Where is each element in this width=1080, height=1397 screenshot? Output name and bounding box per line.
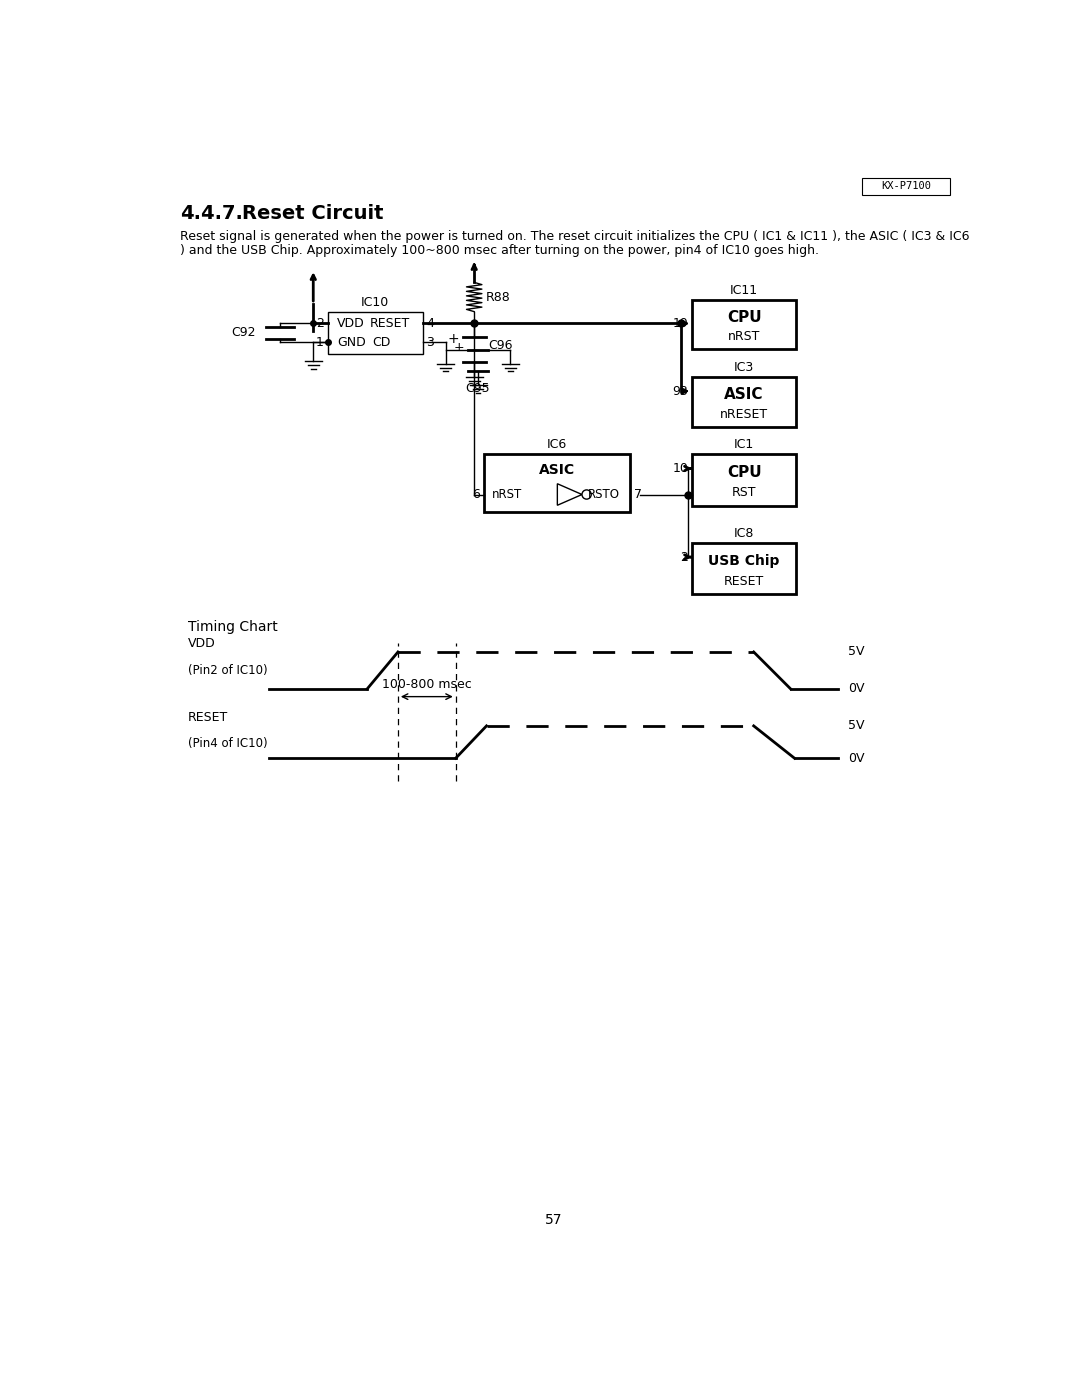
Text: CPU: CPU — [727, 310, 761, 324]
Bar — [692, 300, 796, 349]
Text: Reset signal is generated when the power is turned on. The reset circuit initial: Reset signal is generated when the power… — [180, 229, 970, 243]
Text: IC1: IC1 — [734, 439, 754, 451]
Text: IC8: IC8 — [734, 527, 754, 539]
Text: USB Chip: USB Chip — [708, 553, 780, 567]
Text: RESET: RESET — [370, 317, 410, 330]
Text: RST: RST — [732, 486, 756, 499]
Text: +: + — [454, 341, 464, 353]
Text: IC3: IC3 — [734, 362, 754, 374]
Text: 4.4.7.: 4.4.7. — [180, 204, 243, 222]
Text: 5V: 5V — [848, 719, 864, 732]
Text: 6: 6 — [472, 488, 481, 502]
Text: RSTO: RSTO — [588, 488, 620, 502]
Text: nRST: nRST — [728, 330, 760, 342]
Text: C96: C96 — [488, 339, 513, 352]
Text: +: + — [447, 332, 459, 346]
Text: 3: 3 — [427, 335, 434, 349]
Text: GND: GND — [337, 335, 366, 349]
Text: nRESET: nRESET — [720, 408, 768, 420]
Text: 2: 2 — [316, 317, 324, 330]
Text: C95: C95 — [465, 381, 490, 395]
Text: CD: CD — [373, 335, 391, 349]
Text: 100-800 msec: 100-800 msec — [382, 678, 472, 690]
Text: 0V: 0V — [848, 752, 864, 764]
Text: IC11: IC11 — [730, 285, 758, 298]
Bar — [484, 454, 631, 511]
Text: 57: 57 — [544, 1213, 563, 1227]
Text: 93: 93 — [673, 384, 688, 398]
Text: RESET: RESET — [188, 711, 228, 724]
Bar — [692, 454, 796, 506]
Polygon shape — [557, 483, 582, 506]
Text: ) and the USB Chip. Approximately 100~800 msec after turning on the power, pin4 : ) and the USB Chip. Approximately 100~80… — [180, 243, 819, 257]
Text: VDD: VDD — [337, 317, 365, 330]
Text: ASIC: ASIC — [725, 387, 764, 402]
Text: C92: C92 — [231, 327, 256, 339]
Text: nRST: nRST — [492, 488, 523, 502]
Bar — [692, 377, 796, 427]
Text: IC10: IC10 — [361, 296, 390, 309]
Text: RESET: RESET — [724, 574, 765, 588]
Text: (Pin4 of IC10): (Pin4 of IC10) — [188, 738, 268, 750]
Text: KX-P7100: KX-P7100 — [881, 182, 931, 191]
Text: Reset Circuit: Reset Circuit — [242, 204, 383, 222]
Text: ASIC: ASIC — [539, 464, 576, 478]
Text: 4: 4 — [427, 317, 434, 330]
Bar — [328, 312, 422, 353]
Text: 19: 19 — [673, 317, 688, 330]
Text: 10: 10 — [673, 462, 688, 475]
Text: 5V: 5V — [848, 645, 864, 658]
Text: CPU: CPU — [727, 465, 761, 479]
Text: 2: 2 — [680, 550, 688, 563]
Text: 1: 1 — [316, 335, 324, 349]
Text: VDD: VDD — [188, 637, 216, 650]
Text: IC6: IC6 — [548, 439, 567, 451]
Text: 7: 7 — [634, 488, 643, 502]
Bar — [692, 542, 796, 594]
Text: 0V: 0V — [848, 682, 864, 696]
Text: R88: R88 — [486, 291, 511, 303]
Text: (Pin2 of IC10): (Pin2 of IC10) — [188, 664, 268, 676]
Bar — [862, 177, 950, 194]
Text: Timing Chart: Timing Chart — [188, 620, 278, 634]
Circle shape — [582, 490, 591, 499]
